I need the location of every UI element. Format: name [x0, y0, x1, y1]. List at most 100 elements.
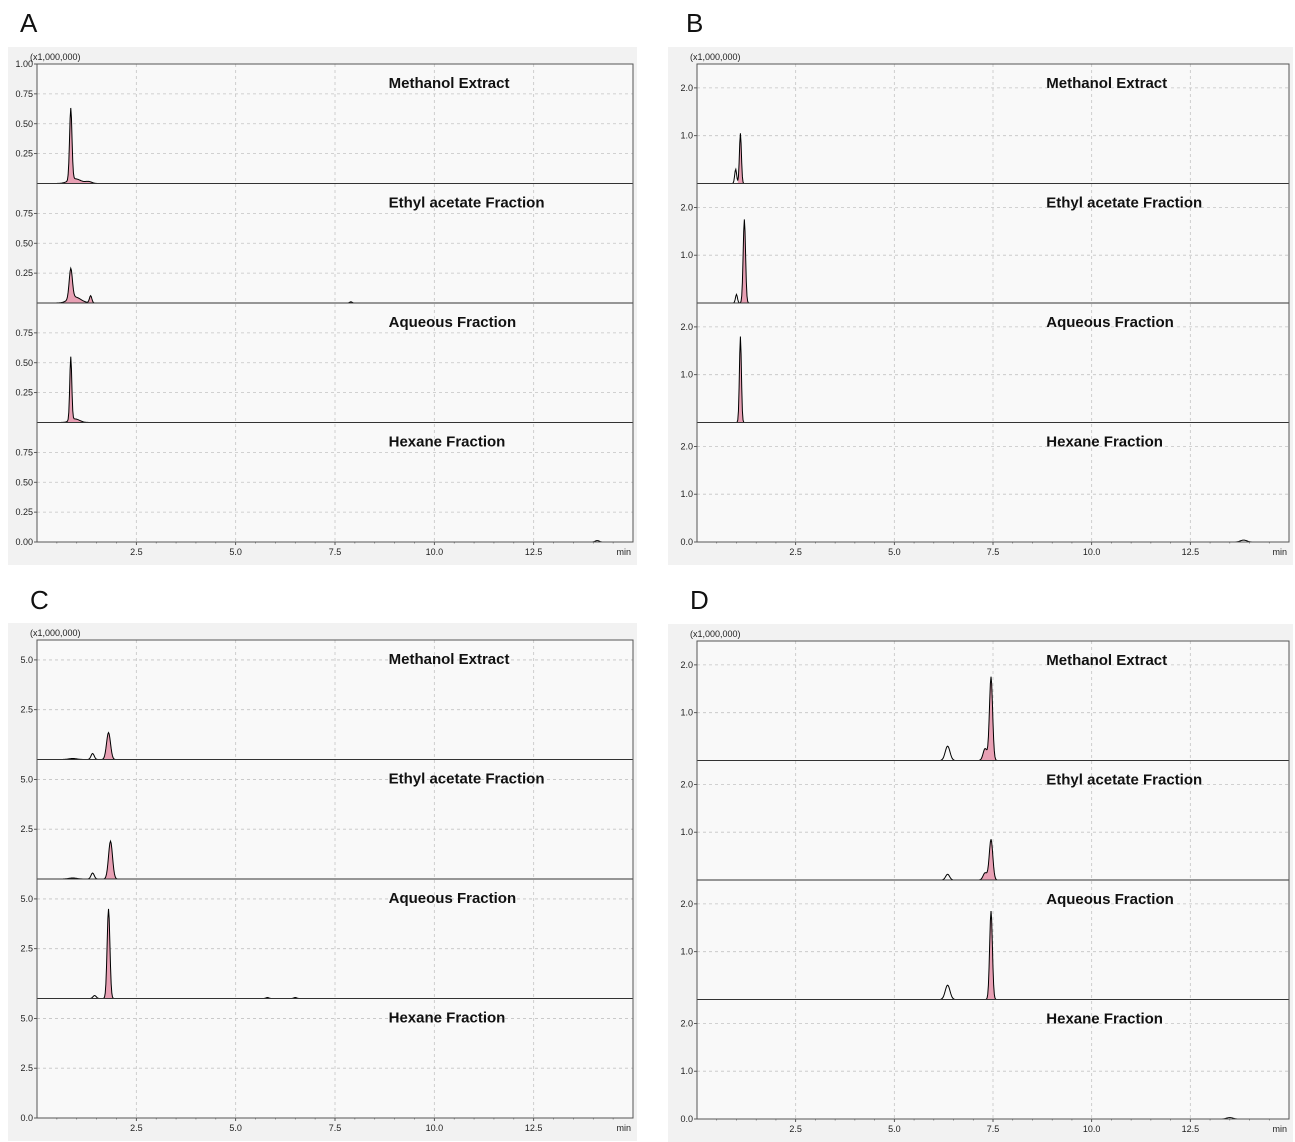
panel-a-x-tick-label: 2.5	[130, 547, 143, 557]
panel-a-trace-label: Ethyl acetate Fraction	[389, 195, 545, 212]
panel-letter-b: B	[686, 8, 704, 38]
panel-letter-a: A	[20, 8, 38, 38]
panel-d-x-tick-label: 5.0	[888, 1124, 901, 1134]
panel-b-y-tick-label: 2.0	[680, 441, 693, 451]
panel-b-trace-label: Methanol Extract	[1046, 75, 1167, 92]
panel-c-y-tick-label: 5.0	[20, 655, 33, 665]
panel-a-y-tick-label: 0.25	[15, 268, 33, 278]
panel-b-trace-label: Ethyl acetate Fraction	[1046, 195, 1202, 212]
panel-c-multiplier-label: (x1,000,000)	[30, 628, 81, 638]
panel-b-multiplier-label: (x1,000,000)	[690, 52, 741, 62]
panel-c-x-tick-label: 5.0	[229, 1123, 242, 1133]
panel-c-trace-label: Ethyl acetate Fraction	[389, 771, 545, 788]
panel-b-y-tick-label: 2.0	[680, 322, 693, 332]
panel-a-y-tick-label: 0.25	[15, 507, 33, 517]
panel-d-y-tick-label: 2.0	[680, 1018, 693, 1028]
panel-d-multiplier-label: (x1,000,000)	[690, 629, 741, 639]
panel-d-x-tick-label: 12.5	[1182, 1124, 1200, 1134]
panel-d-trace-label: Hexane Fraction	[1046, 1011, 1163, 1028]
panel-c-plot-border	[36, 639, 634, 1119]
chromatogram-panel-a: (x1,000,000) 2.5 5.0 7.5 10.0 12.5 min 0.25 0.50…	[8, 47, 637, 565]
panel-a-trace-label: Aqueous Fraction	[389, 314, 517, 331]
panel-a-multiplier-label: (x1,000,000)	[30, 52, 81, 62]
chromatogram-panel-c: (x1,000,000) 2.5 5.0 7.5 10.0 12.5 min 2.5 5.0 Me…	[8, 623, 637, 1141]
panel-a-trace-label: Hexane Fraction	[389, 434, 506, 451]
panel-a-y-tick-label: 0.25	[15, 149, 33, 159]
panel-d-y-tick-label: 1.0	[680, 827, 693, 837]
panel-b-trace-label: Hexane Fraction	[1046, 434, 1163, 451]
panel-c-trace-label: Methanol Extract	[389, 651, 510, 668]
panel-a-y-tick-label: 0.75	[15, 89, 33, 99]
panel-b-y-tick-label: 2.0	[680, 83, 693, 93]
panel-b-y-tick-label: 2.0	[680, 202, 693, 212]
panel-a-y-tick-label: 1.00	[15, 59, 33, 69]
panel-d-x-unit-label: min	[1272, 1124, 1287, 1134]
panel-b-y-tick-label: 0.0	[680, 537, 693, 547]
panel-a-y-tick-label: 0.75	[15, 328, 33, 338]
panel-d-y-tick-label: 1.0	[680, 1066, 693, 1076]
panel-a-y-tick-label: 0.75	[15, 208, 33, 218]
chromatogram-panel-d: (x1,000,000) 2.5 5.0 7.5 10.0 12.5 min 1.0 2.0 Me…	[668, 624, 1293, 1142]
panel-d-peak-fill	[979, 676, 992, 761]
panel-c-y-tick-label: 5.0	[20, 894, 33, 904]
panel-d-x-tick-label: 2.5	[789, 1124, 802, 1134]
panel-c-y-tick-label: 5.0	[20, 774, 33, 784]
panel-a-y-tick-label: 0.50	[15, 477, 33, 487]
panel-d-y-tick-label: 2.0	[680, 899, 693, 909]
panel-a-trace-label: Methanol Extract	[389, 75, 510, 92]
panel-d-x-tick-label: 10.0	[1083, 1124, 1101, 1134]
panel-a-y-tick-label: 0.25	[15, 388, 33, 398]
panel-b-y-tick-label: 1.0	[680, 489, 693, 499]
panel-c-x-tick-label: 12.5	[525, 1123, 543, 1133]
panel-a-x-tick-label: 10.0	[426, 547, 444, 557]
panel-c-y-tick-label: 2.5	[20, 824, 33, 834]
panel-c-x-tick-label: 10.0	[426, 1123, 444, 1133]
panel-letter-d: D	[690, 585, 709, 615]
panel-d-y-tick-label: 2.0	[680, 779, 693, 789]
panel-b-x-tick-label: 7.5	[987, 547, 1000, 557]
panel-c-trace-label: Aqueous Fraction	[389, 890, 517, 907]
panel-c-y-tick-label: 2.5	[20, 944, 33, 954]
panel-c-x-tick-label: 2.5	[130, 1123, 143, 1133]
panel-c-y-tick-label: 2.5	[20, 705, 33, 715]
panel-c-x-unit-label: min	[616, 1123, 631, 1133]
panel-d-y-tick-label: 0.0	[680, 1114, 693, 1124]
panel-d-plot-border	[696, 640, 1290, 1120]
panel-c-y-tick-label: 2.5	[20, 1063, 33, 1073]
panel-a-y-tick-label: 0.00	[15, 537, 33, 547]
panel-c-y-tick-label: 0.0	[20, 1113, 33, 1123]
chromatogram-c-svg: (x1,000,000) 2.5 5.0 7.5 10.0 12.5 min 2.5 5.0 Me…	[8, 623, 637, 1141]
panel-c-y-tick-label: 5.0	[20, 1013, 33, 1023]
panel-b-y-tick-label: 1.0	[680, 250, 693, 260]
panel-d-y-tick-label: 1.0	[680, 947, 693, 957]
panel-b-trace-label: Aqueous Fraction	[1046, 314, 1174, 331]
panel-b-x-tick-label: 10.0	[1083, 547, 1101, 557]
panel-d-y-tick-label: 2.0	[680, 660, 693, 670]
panel-a-y-tick-label: 0.75	[15, 447, 33, 457]
chromatogram-b-svg: (x1,000,000) 2.5 5.0 7.5 10.0 12.5 min 1.0 2.0 Me…	[668, 47, 1293, 565]
panel-d-trace-label: Methanol Extract	[1046, 652, 1167, 669]
chromatogram-d-svg: (x1,000,000) 2.5 5.0 7.5 10.0 12.5 min 1.0 2.0 Me…	[668, 624, 1293, 1142]
panel-a-y-tick-label: 0.50	[15, 358, 33, 368]
panel-a-y-tick-label: 0.50	[15, 119, 33, 129]
chromatogram-a-svg: (x1,000,000) 2.5 5.0 7.5 10.0 12.5 min 0.25 0.50…	[8, 47, 637, 565]
panel-a-x-tick-label: 7.5	[329, 547, 342, 557]
panel-b-x-unit-label: min	[1272, 547, 1287, 557]
panel-d-trace-label: Aqueous Fraction	[1046, 891, 1174, 908]
panel-d-trace-label: Ethyl acetate Fraction	[1046, 772, 1202, 789]
panel-b-y-tick-label: 1.0	[680, 131, 693, 141]
panel-a-x-tick-label: 5.0	[229, 547, 242, 557]
chromatogram-panel-b: (x1,000,000) 2.5 5.0 7.5 10.0 12.5 min 1.0 2.0 Me…	[668, 47, 1293, 565]
panel-c-x-tick-label: 7.5	[329, 1123, 342, 1133]
panel-a-x-tick-label: 12.5	[525, 547, 543, 557]
panel-letter-c: C	[30, 585, 49, 615]
panel-a-x-unit-label: min	[616, 547, 631, 557]
panel-a-plot-border	[36, 63, 634, 543]
panel-b-x-tick-label: 12.5	[1182, 547, 1200, 557]
panel-b-y-tick-label: 1.0	[680, 370, 693, 380]
panel-d-y-tick-label: 1.0	[680, 708, 693, 718]
panel-b-x-tick-label: 5.0	[888, 547, 901, 557]
panel-a-y-tick-label: 0.50	[15, 238, 33, 248]
panel-c-trace-label: Hexane Fraction	[389, 1010, 506, 1027]
panel-d-x-tick-label: 7.5	[987, 1124, 1000, 1134]
